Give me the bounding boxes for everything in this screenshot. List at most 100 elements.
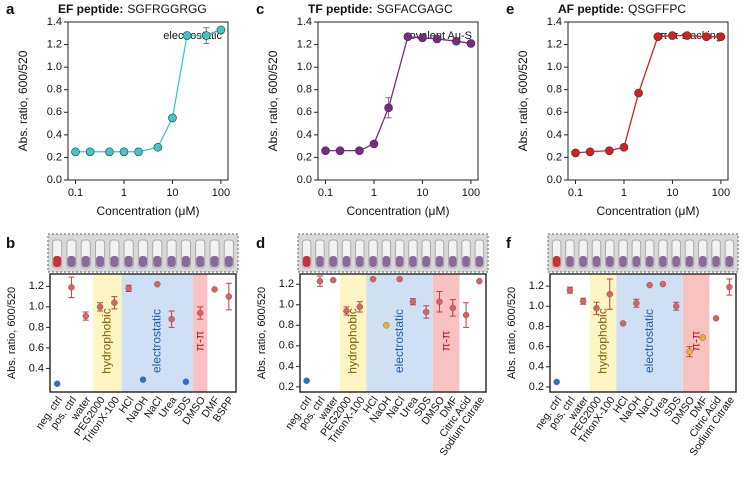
- data-point: [682, 31, 692, 40]
- data-point: [633, 300, 640, 307]
- region: [193, 274, 208, 392]
- data-point: [96, 303, 104, 311]
- data-point: [82, 312, 89, 320]
- tube-liquid: [592, 256, 601, 267]
- data-point: [356, 303, 363, 311]
- panel-title: EF peptide: SGFRGGRGG: [58, 2, 207, 16]
- x-tick-label: 1: [121, 187, 127, 199]
- tube-liquid: [67, 256, 76, 267]
- data-point: [566, 286, 574, 294]
- x-tick-label: 100: [712, 187, 730, 199]
- data-point: [436, 298, 443, 305]
- y-tick-label: 0.4: [297, 129, 312, 141]
- data-point: [383, 322, 390, 329]
- data-point: [593, 305, 600, 312]
- region: [121, 274, 194, 392]
- data-point: [653, 32, 663, 41]
- y-tick-label: 1.2: [547, 38, 562, 50]
- data-point: [712, 315, 720, 322]
- x-axis-label: Concentration (μM): [97, 204, 200, 218]
- title: TF peptide:: [308, 2, 373, 16]
- data-point: [168, 315, 175, 323]
- data-point: [476, 277, 483, 285]
- tube-liquid: [552, 256, 561, 267]
- tube-liquid: [632, 256, 641, 267]
- y-axis-label: Abs. ratio, 600/520: [16, 50, 30, 151]
- y-tick-label: 1.2: [29, 280, 44, 292]
- panel-letter: a: [6, 1, 15, 18]
- y-tick-label: 0.0: [297, 174, 312, 186]
- tube-liquid: [606, 256, 614, 267]
- tube-liquid: [382, 256, 391, 267]
- data-point: [634, 88, 643, 98]
- y-tick-label: 0.0: [47, 174, 62, 186]
- tube-liquid: [53, 256, 62, 267]
- region: [682, 274, 710, 392]
- tube-liquid: [409, 256, 417, 267]
- tube-liquid: [356, 256, 364, 267]
- data-point: [105, 147, 114, 157]
- y-tick-label: 1.0: [47, 61, 62, 73]
- region-label: electrostatic: [149, 309, 163, 373]
- data-point: [53, 380, 61, 387]
- x-tick-label: 1: [371, 187, 377, 199]
- panel-letter: d: [256, 235, 265, 252]
- tube-liquid: [566, 256, 574, 267]
- data-point: [68, 284, 75, 291]
- y-tick-label: 1.0: [529, 300, 544, 312]
- y-tick-label: 1.4: [297, 16, 312, 28]
- tube-liquid: [153, 256, 162, 267]
- data-point: [85, 147, 95, 157]
- tube-liquid: [712, 256, 720, 267]
- region-label: electrostatic: [642, 309, 656, 373]
- y-axis-label: Abs. ratio, 600/520: [516, 50, 530, 151]
- y-tick-label: 0.0: [547, 174, 562, 186]
- tube-liquid: [224, 256, 233, 267]
- tube-liquid: [196, 256, 205, 267]
- region: [92, 274, 122, 392]
- region-label: π-π: [438, 331, 452, 352]
- y-axis-label: Abs. ratio, 600/520: [266, 50, 280, 151]
- tube-liquid: [302, 256, 311, 267]
- data-point: [316, 277, 324, 285]
- y-tick-label: 0.6: [279, 340, 294, 352]
- tube-liquid: [672, 256, 680, 267]
- y-axis-label: Abs. ratio, 600/520: [506, 287, 518, 379]
- panel-title: AF peptide: QSGFFPC: [558, 2, 686, 16]
- data-point: [154, 281, 161, 288]
- tube-liquid: [210, 256, 219, 267]
- tube-liquid: [645, 256, 654, 267]
- x-tick-label: 0.1: [318, 187, 333, 199]
- y-tick-label: 1.2: [529, 280, 544, 292]
- data-point: [646, 281, 653, 289]
- y-tick-label: 0.2: [279, 381, 294, 393]
- y-tick-label: 1.2: [47, 38, 62, 50]
- y-tick-label: 0.4: [529, 361, 544, 373]
- y-tick-label: 0.6: [29, 342, 44, 354]
- data-point: [197, 309, 204, 317]
- data-point: [423, 308, 430, 316]
- y-tick-label: 0.8: [297, 84, 312, 96]
- y-tick-label: 0.8: [529, 320, 544, 332]
- y-tick-label: 1.2: [279, 278, 294, 290]
- data-point: [321, 146, 330, 155]
- tube-liquid: [699, 256, 707, 267]
- data-point: [303, 377, 310, 384]
- y-tick-label: 1.0: [547, 61, 562, 73]
- y-tick-label: 0.8: [547, 84, 562, 96]
- y-tick-label: 1.0: [297, 61, 312, 73]
- y-tick-label: 0.8: [279, 319, 294, 331]
- sequence: SGFACGAGC: [377, 2, 453, 16]
- y-tick-label: 1.0: [279, 299, 294, 311]
- data-point: [605, 146, 614, 155]
- plot-frame: [567, 21, 729, 181]
- data-point: [686, 348, 693, 355]
- data-point: [432, 34, 442, 44]
- plot-frame: [67, 21, 229, 181]
- data-point: [335, 146, 345, 155]
- data-point: [659, 280, 667, 288]
- data-point: [606, 290, 613, 298]
- y-tick-label: 0.8: [47, 84, 62, 96]
- data-point: [125, 285, 132, 292]
